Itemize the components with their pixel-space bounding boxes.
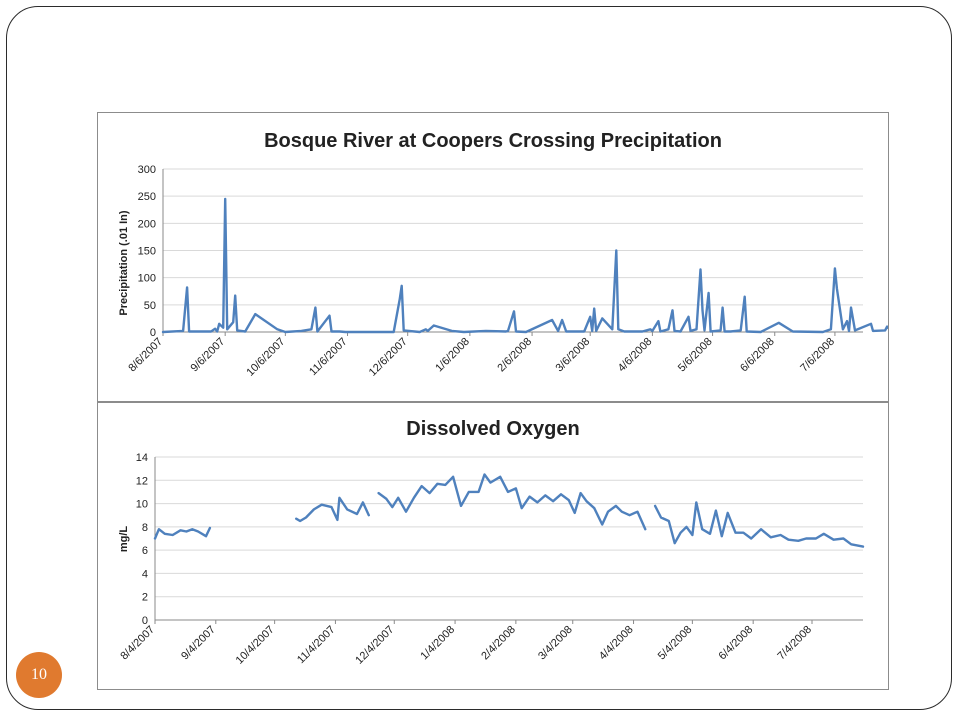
precipitation-y-tick-label: 150 (138, 246, 156, 258)
precipitation-x-tick-label: 4/6/2008 (616, 336, 655, 375)
dissolved-oxygen-chart: Dissolved Oxygen mg/L 0 2 4 6 8 10 12 14 8/4/200… (97, 402, 889, 690)
dissolved-oxygen-chart-svg: Dissolved Oxygen mg/L 0 2 4 6 8 10 12 14 8/4/200… (118, 418, 865, 667)
precipitation-x-tick-label: 5/6/2008 (676, 336, 715, 375)
dissolved-oxygen-y-tick-label: 6 (142, 545, 148, 557)
precipitation-x-tick-label: 6/6/2008 (738, 336, 777, 375)
precipitation-chart: Bosque River at Coopers Crossing Precipi… (97, 112, 889, 402)
precipitation-x-tick-label: 2/6/2008 (495, 336, 534, 375)
precipitation-series-line (161, 197, 888, 334)
precipitation-chart-title: Bosque River at Coopers Crossing Precipi… (264, 130, 722, 152)
precipitation-x-tick-label: 7/6/2008 (798, 336, 837, 375)
dissolved-oxygen-y-tick-label: 8 (142, 522, 148, 534)
dissolved-oxygen-y-tick-label: 14 (136, 452, 148, 464)
precipitation-x-tick-label: 1/6/2008 (433, 336, 472, 375)
dissolved-oxygen-x-tick-label: 6/4/2008 (717, 624, 756, 663)
dissolved-oxygen-x-tick-label: 7/4/2008 (775, 624, 814, 663)
dissolved-oxygen-x-tick-label: 2/4/2008 (479, 624, 518, 663)
dissolved-oxygen-series-line (294, 496, 370, 523)
dissolved-oxygen-y-tick-label: 2 (142, 592, 148, 604)
dissolved-oxygen-y-axis-title: mg/L (118, 526, 130, 553)
precipitation-x-tick-label: 11/6/2007 (307, 336, 350, 379)
precipitation-y-tick-label: 300 (138, 164, 156, 176)
dissolved-oxygen-x-tick-label: 9/4/2007 (179, 624, 218, 663)
precipitation-y-tick-label: 0 (150, 327, 156, 339)
dissolved-oxygen-x-tick-label: 8/4/2007 (118, 624, 157, 663)
dissolved-oxygen-x-tick-label: 10/4/2007 (234, 624, 277, 667)
dissolved-oxygen-series-line (653, 501, 865, 548)
precipitation-x-tick-label: 3/6/2008 (554, 336, 593, 375)
precipitation-y-tick-label: 100 (138, 273, 156, 285)
dissolved-oxygen-x-tick-label: 3/4/2008 (536, 624, 575, 663)
precipitation-y-tick-label: 250 (138, 191, 156, 203)
dissolved-oxygen-x-tick-label: 4/4/2008 (597, 624, 636, 663)
dissolved-oxygen-series-line (153, 526, 212, 540)
precipitation-chart-svg: Bosque River at Coopers Crossing Precipi… (118, 130, 888, 379)
dissolved-oxygen-x-tick-label: 12/4/2007 (353, 624, 396, 667)
dissolved-oxygen-y-tick-label: 12 (136, 475, 148, 487)
dissolved-oxygen-x-tick-label: 11/4/2007 (295, 624, 338, 667)
dissolved-oxygen-y-tick-label: 10 (136, 499, 148, 511)
dissolved-oxygen-x-tick-label: 1/4/2008 (418, 624, 457, 663)
precipitation-x-tick-label: 8/6/2007 (126, 336, 165, 375)
precipitation-y-axis-title: Precipitation (.01 In) (118, 210, 130, 315)
precipitation-y-tick-label: 200 (138, 218, 156, 230)
dissolved-oxygen-x-tick-label: 5/4/2008 (656, 624, 695, 663)
dissolved-oxygen-chart-title: Dissolved Oxygen (406, 418, 579, 440)
dissolved-oxygen-series-line (377, 473, 647, 531)
precipitation-x-tick-label: 10/6/2007 (244, 336, 287, 379)
precipitation-x-tick-label: 9/6/2007 (189, 336, 228, 375)
dissolved-oxygen-y-tick-label: 0 (142, 615, 148, 627)
page-number-badge: 10 (16, 652, 62, 698)
precipitation-y-tick-label: 50 (144, 300, 156, 312)
precipitation-x-tick-label: 12/6/2007 (367, 336, 410, 379)
dissolved-oxygen-y-tick-label: 4 (142, 568, 148, 580)
